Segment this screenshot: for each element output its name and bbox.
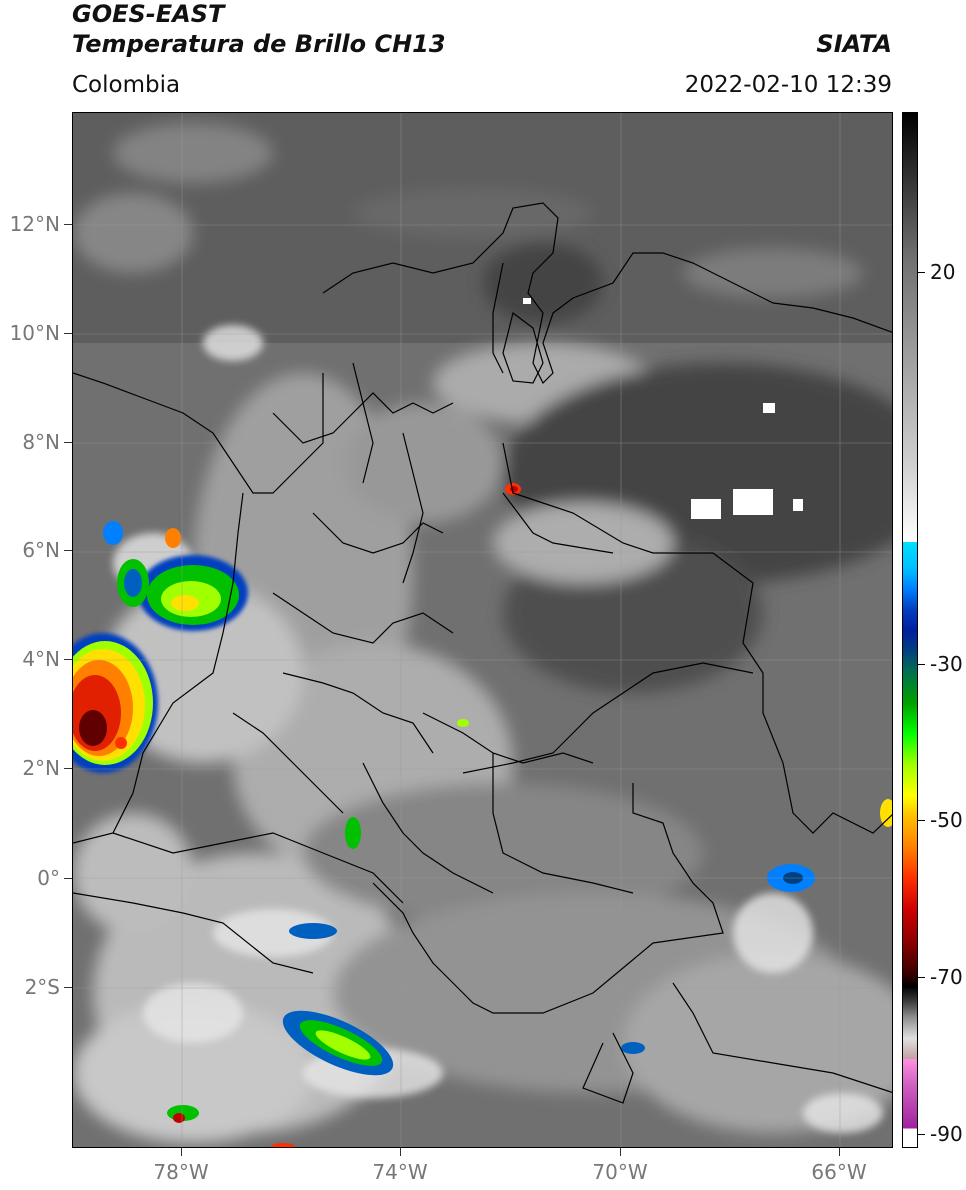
colorbar-tick-20: 20 bbox=[930, 260, 956, 284]
satellite-map[interactable] bbox=[72, 112, 893, 1148]
colorbar bbox=[902, 112, 918, 1148]
lat-tickmark bbox=[64, 768, 72, 769]
lat-tickmark bbox=[64, 333, 72, 334]
storm-cell-west bbox=[73, 633, 158, 773]
lon-tick-70w: 70°W bbox=[592, 1160, 648, 1184]
lat-tickmark bbox=[64, 659, 72, 660]
lon-tick-78w: 78°W bbox=[153, 1160, 209, 1184]
product-subtitle: Temperatura de Brillo CH13 bbox=[72, 30, 446, 58]
lat-tickmark bbox=[64, 442, 72, 443]
lat-tickmark bbox=[64, 878, 72, 879]
storm-cell-south bbox=[167, 923, 394, 1147]
brand-label: SIATA bbox=[816, 30, 892, 58]
lat-tickmark bbox=[64, 224, 72, 225]
lon-tickmark bbox=[620, 1148, 621, 1156]
lat-tick-6n: 6°N bbox=[22, 538, 60, 562]
product-title: GOES-EAST bbox=[72, 0, 225, 28]
colorbar-tickmark bbox=[918, 272, 925, 273]
lat-tick-2n: 2°N bbox=[22, 756, 60, 780]
borders bbox=[73, 202, 892, 1104]
lon-tick-74w: 74°W bbox=[372, 1160, 428, 1184]
lat-tick-12n: 12°N bbox=[9, 212, 60, 236]
graticule bbox=[73, 113, 892, 1147]
storm-cell-pacific bbox=[103, 521, 248, 631]
colorbar-tickmark bbox=[918, 1134, 925, 1135]
region-label: Colombia bbox=[72, 72, 181, 98]
lat-tick-0: 0° bbox=[37, 866, 60, 890]
colorbar-tickmark bbox=[918, 820, 925, 821]
lon-tick-66w: 66°W bbox=[811, 1160, 867, 1184]
colorbar-tickmark bbox=[918, 664, 925, 665]
colorbar-tick-minus70: -70 bbox=[930, 965, 963, 989]
lon-tickmark bbox=[839, 1148, 840, 1156]
map-canvas bbox=[73, 113, 892, 1147]
colorbar-tick-minus50: -50 bbox=[930, 808, 963, 832]
colorbar-tick-minus90: -90 bbox=[930, 1122, 963, 1146]
lon-tickmark bbox=[181, 1148, 182, 1156]
lat-tickmark bbox=[64, 987, 72, 988]
lat-tick-4n: 4°N bbox=[22, 647, 60, 671]
lat-tick-10n: 10°N bbox=[9, 321, 60, 345]
colorbar-tick-minus30: -30 bbox=[930, 652, 963, 676]
datetime-label: 2022-02-10 12:39 bbox=[684, 72, 892, 98]
lat-tickmark bbox=[64, 550, 72, 551]
lat-tick-2s: 2°S bbox=[24, 975, 60, 999]
lon-tickmark bbox=[400, 1148, 401, 1156]
colorbar-tickmark bbox=[918, 977, 925, 978]
lat-tick-8n: 8°N bbox=[22, 430, 60, 454]
